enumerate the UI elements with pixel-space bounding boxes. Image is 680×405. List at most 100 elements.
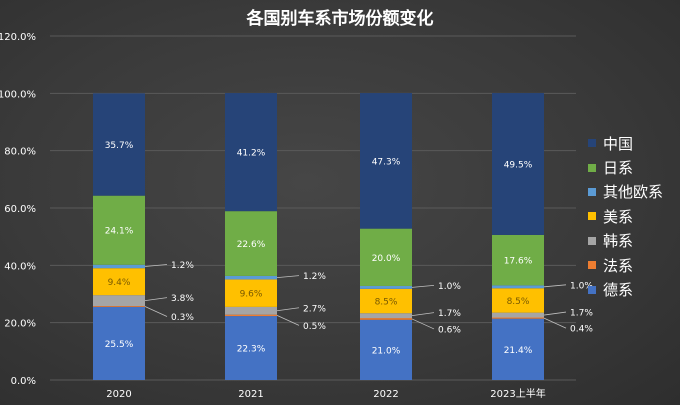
data-label: 8.5%: [507, 297, 530, 307]
legend-label: 韩系: [603, 232, 634, 251]
legend-item: 日系: [588, 155, 663, 179]
bar-segment: [93, 306, 145, 380]
leader-line: [543, 317, 567, 329]
y-tick-label: 20.0%: [4, 319, 36, 330]
bar-segment: [93, 195, 145, 265]
leader-line: [276, 314, 300, 326]
data-label: 2.7%: [303, 304, 326, 314]
legend-label: 中国: [603, 134, 634, 153]
bar-segment: [492, 317, 544, 319]
data-label: 1.2%: [171, 261, 194, 271]
legend-swatch: [588, 163, 596, 172]
leader-line: [276, 275, 300, 279]
data-label: 17.6%: [504, 257, 533, 267]
bar-segment: [225, 211, 277, 276]
bar-segment: [492, 318, 544, 380]
bar-segment: [360, 313, 412, 319]
legend-item: 韩系: [588, 229, 663, 253]
legend-swatch: [588, 139, 596, 148]
bar-segment: [93, 264, 145, 269]
bar-segment: [492, 288, 544, 313]
x-tick-label: 2022: [373, 389, 398, 400]
bar-segment: [360, 93, 412, 229]
bar-segment: [225, 93, 277, 212]
data-label: 8.5%: [375, 298, 398, 308]
data-label: 41.2%: [237, 149, 266, 159]
legend-item: 美系: [588, 204, 663, 228]
data-label: 1.2%: [303, 272, 326, 282]
data-label: 9.6%: [240, 290, 263, 300]
leader-line: [543, 311, 567, 316]
data-label: 25.5%: [105, 340, 134, 350]
legend-swatch: [588, 261, 596, 270]
bar-segment: [360, 285, 412, 289]
data-label: 1.7%: [570, 309, 593, 319]
leader-line: [411, 312, 435, 317]
bar-segment: [492, 312, 544, 318]
legend-swatch: [588, 187, 596, 196]
legend-item: 中国: [588, 131, 663, 155]
data-label: 22.6%: [237, 240, 266, 250]
leader-line: [543, 284, 567, 288]
leader-line: [144, 264, 168, 267]
data-label: 49.5%: [504, 160, 533, 170]
bar-segment: [360, 318, 412, 320]
bar-segment: [93, 306, 145, 307]
leader-line: [411, 285, 435, 288]
legend-swatch: [588, 285, 596, 294]
bar-segment: [492, 285, 544, 289]
x-tick-label: 2020: [106, 389, 131, 400]
bar-segment: [225, 275, 277, 280]
legend-item: 法系: [588, 253, 663, 277]
bar-segment: [492, 234, 544, 286]
bar-segment: [225, 306, 277, 315]
data-label: 1.7%: [438, 309, 461, 319]
data-label: 0.6%: [438, 325, 461, 335]
legend-swatch: [588, 212, 596, 221]
data-label: 0.4%: [570, 325, 593, 335]
data-label: 9.4%: [108, 278, 131, 288]
bar-segment: [93, 295, 145, 307]
data-label: 1.0%: [570, 281, 593, 291]
data-label: 21.0%: [372, 346, 401, 356]
legend-swatch: [588, 236, 596, 245]
leader-line: [144, 306, 168, 317]
data-label: 35.7%: [105, 141, 134, 151]
bar-segment: [360, 288, 412, 314]
data-label: 21.4%: [504, 346, 533, 356]
bar-segment: [225, 314, 277, 317]
y-tick-label: 60.0%: [4, 204, 36, 215]
x-tick-label: 2021: [238, 389, 263, 400]
data-label: 1.0%: [438, 282, 461, 292]
legend-label: 美系: [603, 207, 634, 226]
y-tick-label: 0.0%: [11, 376, 36, 387]
y-tick-label: 40.0%: [4, 261, 36, 272]
bar-segment: [360, 319, 412, 380]
x-tick-label: 2023上半年: [490, 387, 545, 400]
y-tick-label: 80.0%: [4, 147, 36, 158]
bar-segment: [360, 228, 412, 286]
bar-segment: [93, 93, 145, 196]
leader-line: [276, 307, 300, 312]
chart-legend: 中国日系其他欧系美系韩系法系德系: [588, 131, 663, 302]
legend-label: 法系: [603, 256, 634, 275]
legend-label: 德系: [603, 281, 634, 300]
data-label: 24.1%: [105, 227, 134, 237]
data-label: 47.3%: [372, 157, 401, 167]
y-tick-label: 100.0%: [0, 89, 36, 100]
bar-segment: [225, 316, 277, 380]
legend-label: 日系: [603, 159, 634, 178]
y-tick-label: 120.0%: [0, 32, 36, 43]
data-label: 0.3%: [171, 313, 194, 323]
leader-line: [411, 318, 435, 330]
chart-title: 各国别车系市场份额变化: [246, 9, 434, 29]
leader-line: [144, 297, 168, 301]
legend-item: 德系: [588, 277, 663, 301]
data-label: 20.0%: [372, 254, 401, 264]
legend-item: 其他欧系: [588, 180, 663, 204]
data-label: 22.3%: [237, 345, 266, 355]
legend-label: 其他欧系: [603, 183, 664, 202]
data-label: 3.8%: [171, 294, 194, 304]
